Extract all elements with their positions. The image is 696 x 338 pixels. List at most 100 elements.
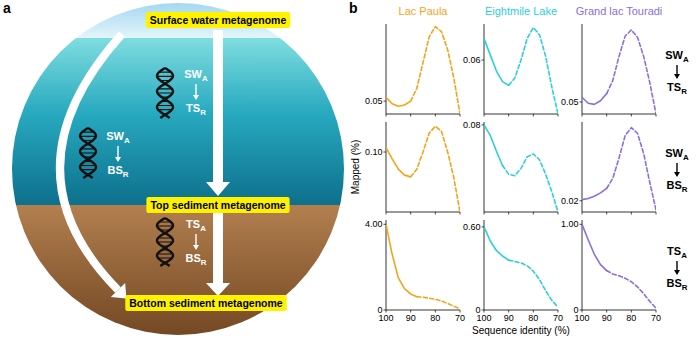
x-tick [631,212,632,215]
main-text: TS [667,245,681,257]
line-series [607,30,656,114]
curved-arrow-head [111,283,127,299]
column-title: Eightmile Lake [485,5,557,17]
x-tick [484,114,485,117]
y-tick [580,224,583,225]
y-tick [580,200,583,201]
series-group [582,30,656,114]
dna-rung [157,92,172,93]
subscript: R [123,170,129,179]
arrow-head [674,270,680,275]
x-tick [606,212,607,215]
series-group [582,128,656,210]
line-series [386,97,411,106]
y-tick [580,102,583,103]
sub-label: BSR [667,277,688,292]
y-axis [386,122,387,212]
x-tick-label: 80 [528,313,538,323]
node: Top sediment metagenome [146,197,289,213]
subscript: A [200,224,206,233]
y-tick [384,101,387,102]
sub-label: BSR [108,164,129,179]
x-tick [533,114,534,117]
x-tick [435,212,436,215]
vertical-arrow [213,213,223,283]
subscript: R [682,185,688,194]
y-tick [482,60,485,61]
label: Surface water metagenome [150,14,287,26]
main-text: SW [665,147,683,159]
x-axis [386,212,460,213]
y-tick-label: 1.00 [561,219,579,229]
arrow-shaft [195,234,196,246]
line-series [417,297,460,309]
y-axis [582,122,583,212]
row-label: SWATSR [665,49,689,96]
x-tick [386,114,387,117]
dna-strand [80,128,96,178]
arrow-shaft [676,163,677,173]
y-axis [484,220,485,310]
x-axis [484,114,558,115]
main-text: BS [186,252,201,264]
y-tick-label: 4.00 [365,219,383,229]
sub-label: SWA [665,147,689,162]
sub-label: BSR [667,179,688,194]
x-tick [460,114,461,117]
x-tick [606,114,607,117]
y-axis [582,24,583,114]
label: a [3,0,11,16]
x-tick [508,114,509,117]
chart: 10090807000.60Sequence identity (%) [463,220,570,336]
row-label: SWA BSR [665,147,689,194]
y-tick [384,152,387,153]
dna-rung [157,225,173,226]
y-tick [482,310,485,311]
line-series [582,188,607,199]
curved-arrow [60,34,122,290]
x-tick [533,212,534,215]
chart: 10090807004.00 [365,219,465,323]
series-group [582,224,656,308]
y-tick [384,310,387,311]
node-box [146,12,291,28]
vertical-arrow-head [206,182,230,196]
line-series [386,224,417,296]
subscript: R [681,87,687,96]
dna-rung [157,253,172,254]
sub-label: TSA [186,218,206,233]
dna-helix [80,128,96,178]
subscript: R [201,258,207,267]
sub-label: SWA [184,68,208,83]
x-tick-label: 70 [651,313,661,323]
node-box [146,197,289,213]
y-tick-label: 0.05 [365,96,383,106]
x-tick [582,114,583,117]
dna-rung [157,76,173,77]
x-tick [460,212,461,215]
y-tick-label: 0.02 [561,196,579,206]
x-tick [558,212,559,215]
arrow-shaft [195,84,196,96]
main-text: BS [667,179,682,191]
y-tick-label: 0.06 [463,55,481,65]
sediment [0,205,360,338]
sub-label: BSR [186,252,207,267]
node: Bottom sediment metagenome [125,295,286,311]
transfer-label: SWA TSR [184,68,208,117]
arrow-head [193,245,199,250]
x-axis-label: Sequence identity (%) [472,325,570,336]
column-title: Grand lac Touradi [576,5,663,17]
sub-label: TSR [186,102,206,117]
chart: 0.02 [561,122,656,215]
arrow-head [674,74,680,79]
x-axis [582,212,656,213]
y-tick-label: 0 [573,305,578,315]
line-series [386,148,411,177]
chart: 0.08 [463,120,558,215]
dna-helix [157,218,173,266]
y-axis [484,24,485,114]
arrow-head [193,95,199,100]
label: Top sediment metagenome [150,199,285,211]
chart: 0.06 Eightmile Lake [463,5,558,117]
